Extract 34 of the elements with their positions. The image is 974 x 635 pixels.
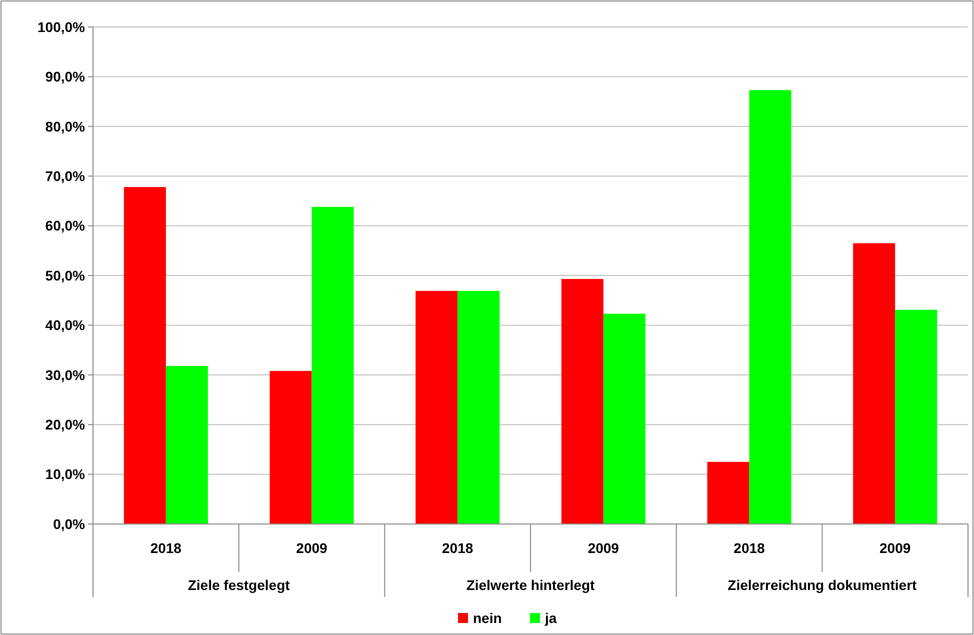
x-tick-label: 2018 (150, 540, 182, 556)
bar (707, 462, 750, 524)
x-tick-label: 2009 (880, 540, 911, 556)
x-tick-label: 2009 (588, 540, 620, 556)
bar (853, 243, 896, 524)
bar (124, 187, 166, 524)
y-tick-label: 20,0% (45, 416, 86, 432)
x-tick-label: 2018 (442, 540, 474, 556)
y-tick-label: 50,0% (45, 267, 86, 284)
y-tick-label: 0,0% (53, 516, 86, 532)
y-tick-label: 30,0% (45, 366, 86, 383)
y-tick-label: 60,0% (45, 218, 86, 234)
bar (416, 290, 458, 524)
y-tick-label: 100,0% (38, 18, 86, 35)
bar (749, 90, 792, 524)
x-tick-label: 2009 (296, 540, 328, 556)
text: Zielwerte hinterlegt (466, 577, 596, 593)
bar (561, 278, 604, 524)
bar (270, 370, 312, 524)
legend-label: nein (473, 610, 502, 626)
text: Zielerreichung dokumentiert (728, 577, 918, 593)
bar (312, 206, 354, 524)
text: Ziele festgelegt (188, 577, 290, 593)
y-tick-label: 70,0% (45, 168, 86, 184)
bar (166, 366, 208, 524)
bar (458, 290, 500, 524)
y-tick-label: 80,0% (45, 118, 86, 134)
bar (895, 310, 938, 524)
legend-label: ja (544, 610, 557, 626)
x-tick-label: 2018 (734, 540, 766, 556)
y-tick-label: 90,0% (45, 68, 86, 85)
bar (603, 314, 646, 524)
y-tick-label: 10,0% (45, 466, 86, 482)
y-tick-label: 40,0% (45, 317, 86, 334)
